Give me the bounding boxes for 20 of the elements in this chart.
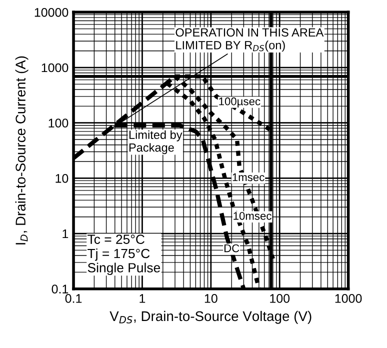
series-label: 100µsec [219, 97, 260, 108]
x-tick-label: 1000 [335, 294, 362, 303]
y-tick-label: 10000 [34, 8, 68, 17]
series-label: 1msec [232, 173, 264, 182]
x-tick-label: 100 [270, 294, 290, 303]
annotation: Limited by Package [129, 130, 182, 154]
annotation: Tc = 25°C Tj = 175°C Single Pulse [88, 234, 160, 276]
x-tick-label: 1 [140, 294, 146, 303]
x-tick-label: 0.1 [65, 294, 82, 303]
y-axis-title: I$_{D}$, Drain-to-Source Current (A) [15, 56, 28, 244]
y-tick-label: 1 [62, 229, 68, 238]
y-tick-label: 10 [56, 174, 68, 183]
x-tick-label: 10 [204, 294, 218, 303]
y-tick-label: 1000 [42, 63, 68, 72]
y-tick-label: 0.1 [52, 284, 68, 294]
annotation: OPERATION IN THIS AREA LIMITED BY R$_{DS}$(on) [176, 28, 324, 52]
x-axis-title: V$_{DS}$, Drain-to-Source Voltage (V) [110, 310, 312, 324]
y-tick-label: 100 [48, 118, 68, 128]
series-label: 10msec [234, 212, 272, 220]
series-label: DC [224, 244, 240, 252]
